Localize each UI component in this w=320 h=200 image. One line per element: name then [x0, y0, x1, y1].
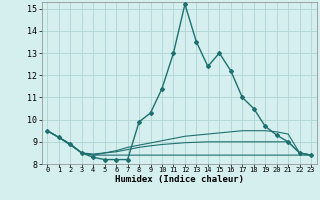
X-axis label: Humidex (Indice chaleur): Humidex (Indice chaleur) [115, 175, 244, 184]
